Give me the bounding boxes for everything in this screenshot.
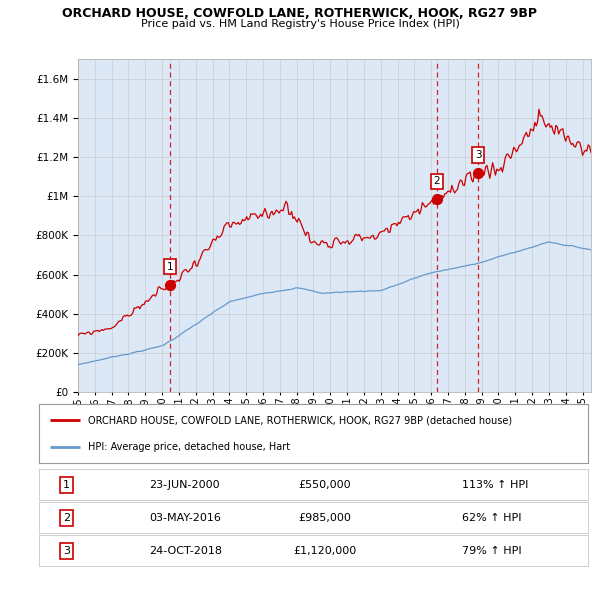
Text: ORCHARD HOUSE, COWFOLD LANE, ROTHERWICK, HOOK, RG27 9BP: ORCHARD HOUSE, COWFOLD LANE, ROTHERWICK,… bbox=[62, 7, 538, 20]
Text: £550,000: £550,000 bbox=[298, 480, 351, 490]
Text: 1: 1 bbox=[63, 480, 70, 490]
Text: 62% ↑ HPI: 62% ↑ HPI bbox=[462, 513, 521, 523]
Text: £985,000: £985,000 bbox=[298, 513, 351, 523]
Text: 23-JUN-2000: 23-JUN-2000 bbox=[149, 480, 220, 490]
Text: 24-OCT-2018: 24-OCT-2018 bbox=[149, 546, 222, 556]
Point bbox=[473, 168, 483, 178]
Text: 3: 3 bbox=[63, 546, 70, 556]
Text: ORCHARD HOUSE, COWFOLD LANE, ROTHERWICK, HOOK, RG27 9BP (detached house): ORCHARD HOUSE, COWFOLD LANE, ROTHERWICK,… bbox=[88, 415, 512, 425]
Text: 1: 1 bbox=[167, 262, 173, 272]
Text: HPI: Average price, detached house, Hart: HPI: Average price, detached house, Hart bbox=[88, 442, 290, 452]
Text: 2: 2 bbox=[63, 513, 70, 523]
Point bbox=[165, 280, 175, 289]
Text: 03-MAY-2016: 03-MAY-2016 bbox=[149, 513, 221, 523]
Text: 3: 3 bbox=[475, 150, 482, 160]
Point bbox=[432, 195, 442, 204]
Text: 79% ↑ HPI: 79% ↑ HPI bbox=[462, 546, 521, 556]
Text: 2: 2 bbox=[434, 176, 440, 186]
Text: £1,120,000: £1,120,000 bbox=[293, 546, 356, 556]
Text: 113% ↑ HPI: 113% ↑ HPI bbox=[462, 480, 528, 490]
Text: Price paid vs. HM Land Registry's House Price Index (HPI): Price paid vs. HM Land Registry's House … bbox=[140, 19, 460, 29]
